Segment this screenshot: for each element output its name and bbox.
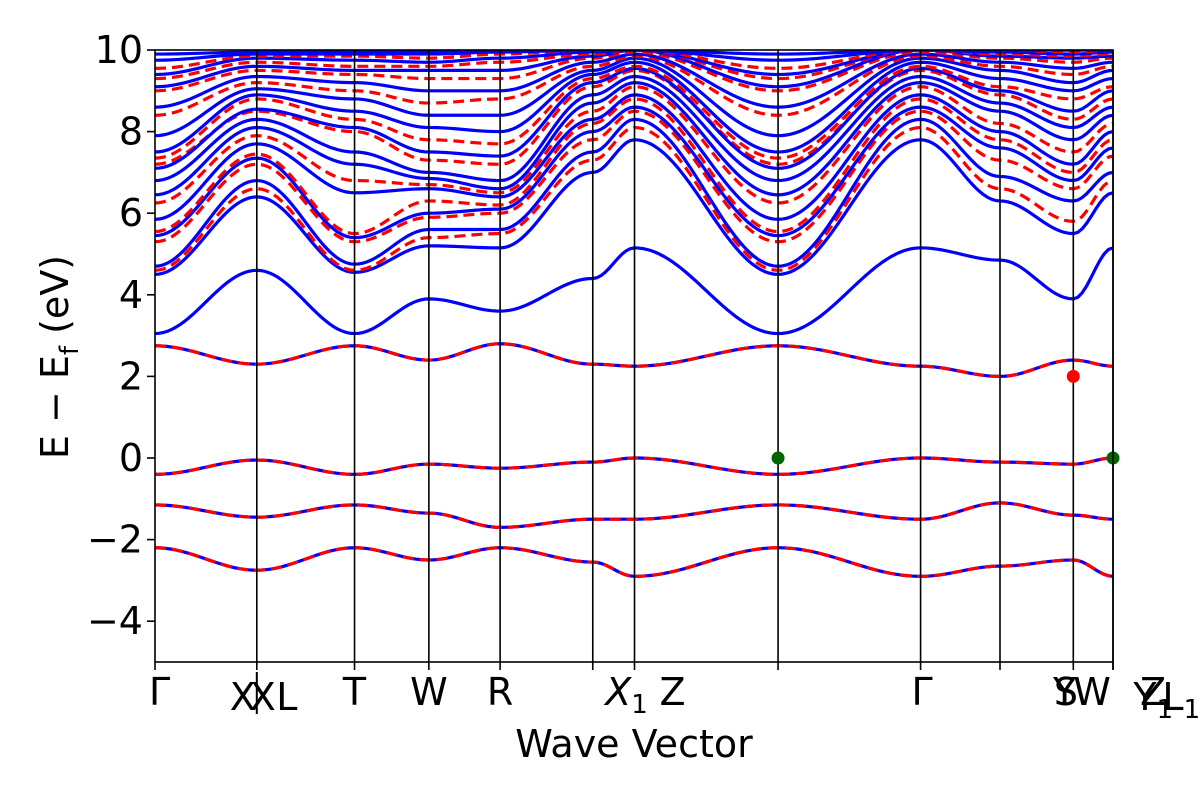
y-tick-label-7: −4 (87, 599, 143, 643)
band-solid-5 (155, 138, 1113, 277)
x-tick-label-2: X (250, 675, 276, 719)
x-tick-label-8: Z (659, 670, 685, 714)
y-axis-title: E − Ef (eV) (33, 255, 85, 459)
x-tick-label-3: L (276, 675, 297, 719)
x-axis-title: Wave Vector (515, 722, 753, 766)
band-dashed-10 (155, 97, 1113, 236)
x-tick-label-15: Z (1140, 670, 1166, 714)
x-tick-label-9: Γ (911, 670, 932, 714)
x-tick-label-13: Y1 (1132, 675, 1173, 725)
band-solid-14 (155, 74, 1113, 183)
x-tick-label-7: X1 (603, 670, 648, 720)
band-dashed-12 (155, 85, 1113, 205)
band-solid-21 (155, 52, 1113, 109)
band-solid-27 (155, 50, 1113, 62)
y-tick-label-4: 2 (119, 354, 143, 398)
band-solid-28 (155, 50, 1113, 56)
band-solid-0 (155, 546, 1113, 578)
band-dashed-8 (155, 109, 1113, 244)
extremum-marker-0 (771, 451, 785, 465)
y-tick-label-6: −2 (87, 518, 143, 562)
x-tick-label-10: Y (1052, 670, 1077, 714)
band-dashed-2 (155, 456, 1113, 476)
band-dashed-1 (155, 501, 1113, 529)
band-dashed-15 (155, 68, 1113, 166)
x-tick-label-4: T (342, 670, 367, 714)
band-solid-11 (155, 93, 1113, 221)
x-tick-label-0: Γ (149, 670, 170, 714)
y-tick-label-2: 6 (119, 191, 143, 235)
x-tick-label-5: W (410, 670, 448, 714)
band-solid-3 (155, 342, 1113, 379)
y-tick-label-1: 8 (119, 110, 143, 154)
x-tick-label-12: W (1073, 670, 1111, 714)
band-dashed-20 (155, 54, 1113, 117)
band-solid-4 (155, 246, 1113, 336)
x-tick-label-6: R (487, 670, 513, 714)
x-tick-label-14: L1 (1162, 675, 1200, 725)
y-tick-label-3: 4 (119, 273, 143, 317)
band-solid-7 (155, 117, 1113, 268)
extrema-markers (771, 369, 1120, 465)
y-axis-ticks: 10 8 6 4 2 0 −2 −4 (87, 28, 155, 643)
band-solid-19 (155, 56, 1113, 138)
y-axis-title-unit: (eV) (33, 255, 77, 346)
x-tick-label-11: S (1054, 670, 1078, 714)
band-solid-9 (155, 105, 1113, 240)
y-tick-label-0: 10 (95, 28, 143, 72)
band-dashed-22 (155, 50, 1113, 93)
band-dashed-26 (155, 50, 1113, 70)
band-solid-16 (155, 66, 1113, 170)
x-tick-label-1: X (230, 675, 256, 719)
y-axis-title-main: E − E (33, 355, 77, 459)
extremum-marker-2 (1066, 369, 1080, 383)
y-axis-title-sub: f (55, 345, 85, 355)
band-solid-13 (155, 81, 1113, 197)
band-solid-18 (155, 60, 1113, 154)
band-dashed-17 (155, 64, 1113, 160)
y-tick-label-5: 0 (119, 436, 143, 480)
